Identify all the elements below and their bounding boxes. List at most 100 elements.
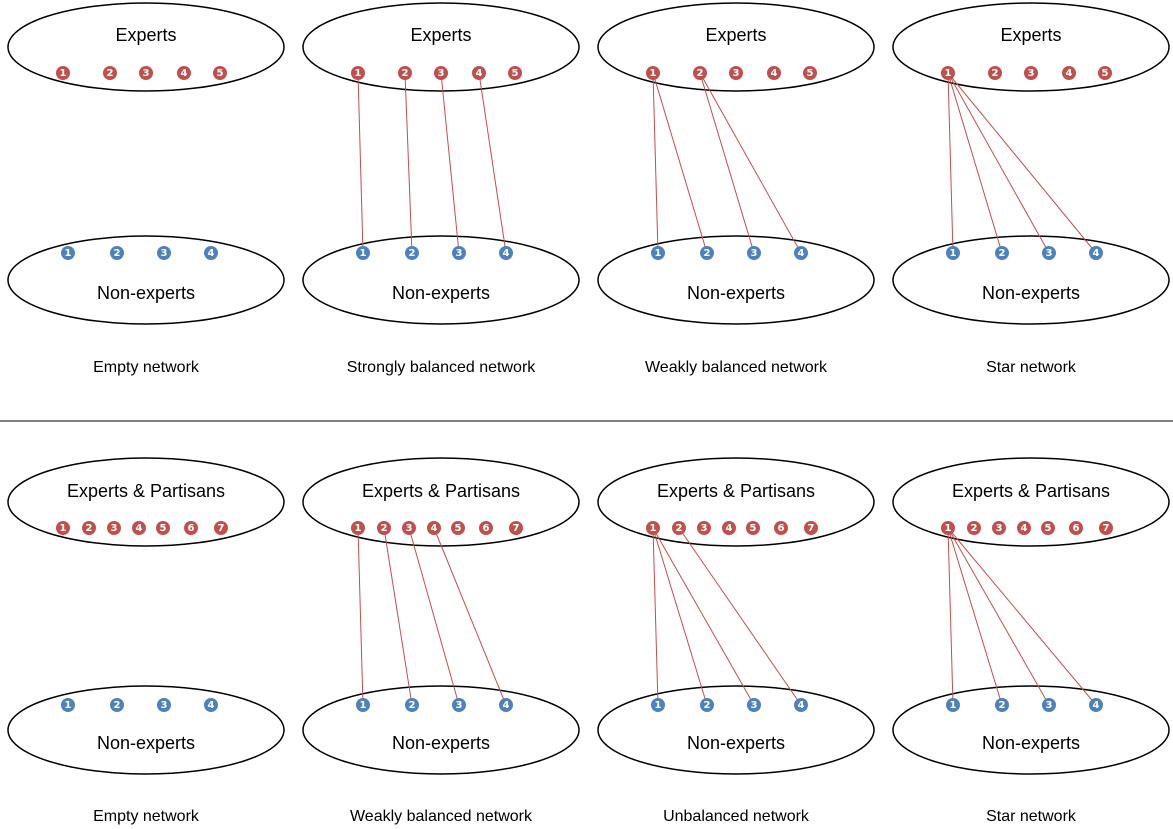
nonexpert-node-number: 4 [798, 700, 805, 711]
nonexpert-node: 4 [794, 698, 808, 712]
expert-node-circle [672, 521, 686, 535]
nonexpert-node: 2 [110, 698, 124, 712]
expert-node-number: 2 [107, 68, 114, 79]
nonexpert-node-circle [747, 698, 761, 712]
nonexpert-node-number: 2 [114, 700, 121, 711]
expert-node-circle [434, 66, 448, 80]
edge-line [383, 527, 413, 706]
expert-node-number: 6 [483, 523, 490, 534]
expert-node-circle [1062, 66, 1076, 80]
top-group-ellipse [597, 457, 875, 547]
expert-node-circle [1041, 521, 1055, 535]
nonexpert-node: 3 [452, 246, 466, 260]
expert-node: 5 [451, 521, 465, 535]
nonexpert-node-number: 2 [409, 700, 416, 711]
expert-node-number: 1 [650, 68, 657, 79]
nonexpert-node-number: 1 [65, 700, 72, 711]
bottom-group-ellipse [7, 235, 285, 325]
nonexpert-node-circle [747, 246, 761, 260]
expert-node-circle [177, 66, 191, 80]
expert-node-circle [427, 521, 441, 535]
expert-node-circle [967, 521, 981, 535]
expert-node-circle [992, 521, 1006, 535]
network-caption: Empty network [93, 808, 200, 825]
expert-node: 4 [1017, 521, 1031, 535]
expert-node: 2 [377, 521, 391, 535]
edge-line [478, 72, 507, 254]
expert-node: 4 [427, 521, 441, 535]
expert-node: 5 [746, 521, 760, 535]
expert-node: 5 [1041, 521, 1055, 535]
nonexpert-node: 1 [356, 698, 370, 712]
nonexpert-node-circle [700, 698, 714, 712]
nonexpert-node-number: 3 [161, 248, 168, 259]
edge-line [947, 527, 954, 706]
expert-node-number: 3 [143, 68, 150, 79]
nonexpert-node-number: 4 [503, 248, 510, 259]
panel-2-1: Experts & Partisans Non-experts Empty netw… [7, 457, 285, 825]
panel-2-4: Experts & Partisans Non-experts Star netwo… [892, 457, 1170, 825]
nonexpert-node-circle [946, 246, 960, 260]
expert-node-number: 2 [992, 68, 999, 79]
nonexpert-node-circle [995, 698, 1009, 712]
nonexpert-node-number: 3 [751, 700, 758, 711]
expert-node-circle [398, 66, 412, 80]
nonexpert-node-circle [204, 246, 218, 260]
expert-node-circle [213, 66, 227, 80]
nonexpert-node-number: 1 [655, 248, 662, 259]
panel-1-1: Experts Non-experts Empty network 1 2 3 4 5 1 2 3 4 [7, 2, 285, 376]
expert-node-number: 5 [512, 68, 519, 79]
nonexpert-node-number: 4 [503, 700, 510, 711]
expert-node-circle [82, 521, 96, 535]
panel-1-3: Experts Non-experts Weakly balanced networ… [597, 2, 875, 376]
expert-node-number: 2 [971, 523, 978, 534]
expert-node-circle [941, 521, 955, 535]
expert-node: 5 [508, 66, 522, 80]
bottom-group-label: Non-experts [687, 733, 785, 753]
top-group-ellipse [892, 457, 1170, 547]
expert-node: 3 [697, 521, 711, 535]
expert-node: 7 [1099, 521, 1113, 535]
expert-node: 3 [402, 521, 416, 535]
expert-node: 4 [472, 66, 486, 80]
top-group-label: Experts [410, 25, 471, 45]
nonexpert-node-circle [204, 698, 218, 712]
network-caption: Strongly balanced network [347, 359, 537, 376]
expert-node-number: 5 [217, 68, 224, 79]
expert-node-circle [729, 66, 743, 80]
nonexpert-node-circle [499, 698, 513, 712]
expert-node: 1 [941, 521, 955, 535]
expert-node-number: 3 [1028, 68, 1035, 79]
edge-line [652, 527, 755, 706]
expert-node-number: 1 [355, 523, 362, 534]
top-group-label: Experts & Partisans [952, 481, 1110, 501]
panel-2-3: Experts & Partisans Non-experts Unbalanced… [597, 457, 875, 825]
expert-node-number: 4 [1021, 523, 1028, 534]
nonexpert-node: 3 [1042, 246, 1056, 260]
expert-node: 7 [214, 521, 228, 535]
nonexpert-node-circle [651, 698, 665, 712]
expert-node: 3 [992, 521, 1006, 535]
top-group-label: Experts & Partisans [362, 481, 520, 501]
expert-node-circle [988, 66, 1002, 80]
edge-line [947, 72, 1097, 254]
expert-node-number: 3 [996, 523, 1003, 534]
network-caption: Empty network [93, 359, 200, 376]
nonexpert-node-circle [157, 246, 171, 260]
nonexpert-node-number: 3 [456, 700, 463, 711]
nonexpert-node: 3 [452, 698, 466, 712]
expert-node: 6 [774, 521, 788, 535]
nonexpert-node: 4 [1089, 246, 1103, 260]
expert-node-circle [646, 521, 660, 535]
expert-node-number: 5 [750, 523, 757, 534]
edge-line [357, 527, 364, 706]
nonexpert-node: 1 [651, 246, 665, 260]
expert-node-number: 3 [406, 523, 413, 534]
expert-node-number: 2 [676, 523, 683, 534]
panel-1-2: Experts Non-experts Strongly balanced netw… [302, 2, 580, 376]
top-group-label: Experts [115, 25, 176, 45]
nonexpert-node-number: 3 [1046, 248, 1053, 259]
expert-node-number: 5 [160, 523, 167, 534]
nonexpert-node-circle [356, 246, 370, 260]
expert-node-number: 6 [188, 523, 195, 534]
